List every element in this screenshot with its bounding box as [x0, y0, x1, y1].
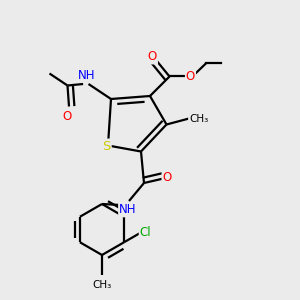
Text: Cl: Cl	[140, 226, 151, 239]
Text: NH: NH	[119, 203, 136, 216]
Text: NH: NH	[78, 69, 96, 82]
Text: O: O	[163, 171, 172, 184]
Text: CH₃: CH₃	[189, 113, 208, 124]
Text: CH₃: CH₃	[92, 280, 112, 290]
Text: O: O	[148, 50, 157, 64]
Text: O: O	[62, 110, 71, 123]
Text: O: O	[186, 70, 195, 83]
Text: S: S	[102, 140, 111, 153]
